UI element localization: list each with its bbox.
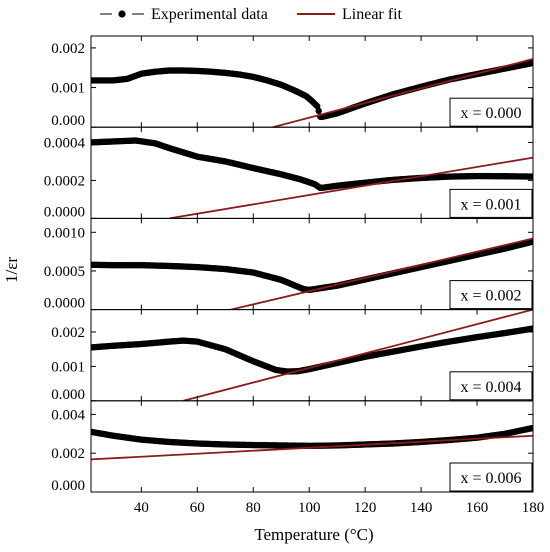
panel-2-data-point-287: [529, 238, 533, 245]
panel-2-ytick-label-1: 0.0005: [44, 264, 85, 280]
xtick-label-6: 160: [466, 500, 489, 516]
panel-1-ytick-label-1: 0.0002: [44, 173, 85, 189]
panel-2-ytick-label-0: 0.0000: [44, 296, 85, 312]
panel-3-label-box: [449, 371, 533, 401]
panel-0-linear-fit-line: [272, 58, 533, 128]
panel-1-label-box: [449, 188, 533, 218]
xtick-label-1: 60: [190, 500, 205, 516]
xtick-label-3: 100: [298, 500, 321, 516]
panel-4-frame: [90, 400, 534, 493]
panel-1-ytick-label-2: 0.0004: [44, 135, 86, 151]
panel-2: 0.0000 0.0005 0.0010 x = 0.002: [44, 217, 534, 312]
panel-3-ytick-label-0: 0.000: [51, 387, 85, 403]
panel-2-label: x = 0.002: [460, 288, 521, 305]
legend-experimental-label: Experimental data: [151, 6, 268, 23]
panel-3-ytick-label-2: 0.002: [51, 325, 85, 341]
panel-3-linear-fit-line: [183, 309, 533, 401]
panel-4-data-point-287: [529, 424, 533, 432]
panel-1-experimental-series: [91, 137, 533, 192]
panel-3-data-point-287: [529, 325, 533, 332]
xtick-label-0: 40: [134, 500, 149, 516]
panel-0-ytick-label-1: 0.001: [51, 81, 85, 97]
panel-1-data-point-287: [529, 173, 533, 180]
panel-1-label: x = 0.001: [460, 196, 521, 213]
panel-4-linear-fit-line: [91, 434, 533, 461]
panel-3-experimental-series: [91, 325, 533, 375]
panel-0-data-point-287: [529, 59, 533, 67]
legend-fit-label: Linear fit: [342, 6, 403, 23]
xtick-label-4: 120: [354, 500, 377, 516]
panel-4-label: x = 0.006: [460, 470, 521, 487]
legend: Experimental data Linear fit: [100, 6, 403, 23]
panel-0-ytick-label-2: 0.002: [51, 41, 85, 57]
panel-4-ytick-label-2: 0.004: [51, 407, 85, 423]
panel-3-label: x = 0.004: [460, 379, 521, 396]
panel-2-label-box: [449, 280, 533, 310]
panel-4: 0.000 0.002 0.004 x = 0.006: [51, 400, 534, 494]
panel-0-data-point-148: [315, 107, 322, 115]
xtick-label-2: 80: [246, 500, 261, 516]
panel-1: 0.0000 0.0002 0.0004 x = 0.001: [44, 126, 534, 220]
panel-4-experimental-series: [91, 424, 533, 450]
xtick-label-5: 140: [410, 500, 433, 516]
panel-1-linear-fit-line: [169, 156, 533, 219]
xtick-label-7: 180: [522, 500, 545, 516]
panel-0-label-box: [449, 97, 533, 127]
panel-4-label-box: [449, 462, 533, 492]
panel-2-ytick-label-2: 0.0010: [44, 225, 85, 241]
panel-0: 0.000 0.001 0.002 x = 0.000: [51, 35, 534, 129]
panel-4-ytick-label-0: 0.000: [51, 478, 85, 494]
panel-4-ytick-label-1: 0.002: [51, 446, 85, 462]
panel-0-ytick-label-0: 0.000: [51, 113, 85, 129]
panel-1-ytick-label-0: 0.0000: [44, 204, 85, 220]
panel-0-experimental-series: [91, 59, 533, 121]
y-axis-title: 1/εr: [2, 257, 21, 283]
panel-0-label: x = 0.000: [460, 105, 521, 122]
panel-2-linear-fit-line: [230, 237, 533, 310]
legend-experimental-marker: [118, 10, 126, 18]
x-axis-title: Temperature (°C): [254, 525, 373, 544]
panel-3: 0.000 0.001 0.002 x = 0.004: [51, 309, 534, 403]
panel-3-ytick-label-1: 0.001: [51, 359, 85, 375]
x-axis: 40 60 80 100 120 140 160 180: [134, 500, 544, 516]
